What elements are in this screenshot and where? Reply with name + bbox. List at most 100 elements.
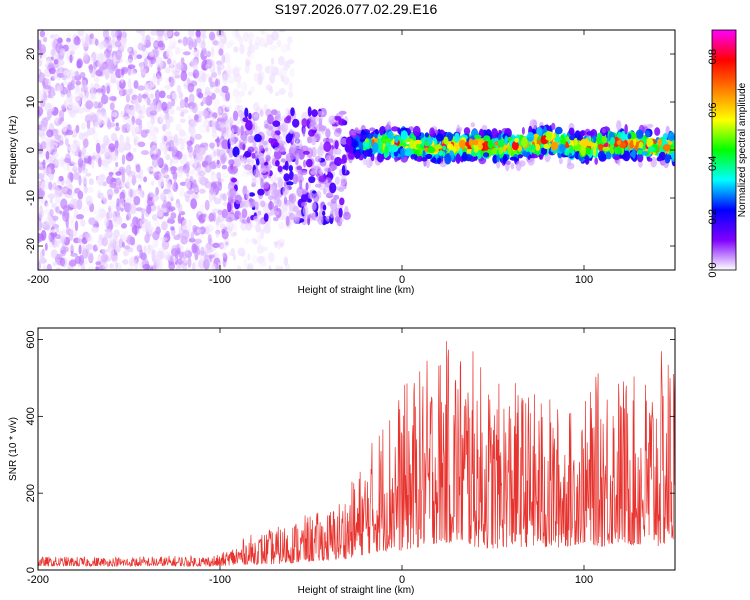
spectrogram-cell	[44, 31, 50, 36]
spectrogram-cell	[603, 143, 609, 148]
spectrogram-cell	[641, 151, 649, 156]
spectrogram-cell	[236, 118, 241, 125]
spectrogram-cell	[78, 134, 82, 140]
spectrogram-cell	[258, 152, 265, 163]
spectrogram-cell	[182, 36, 188, 47]
spectrogram-cell	[102, 261, 108, 270]
spectrogram-cell	[38, 56, 43, 67]
spectrogram-cell	[521, 126, 525, 135]
spectrogram-cell	[192, 149, 197, 160]
spectrogram-cell	[213, 99, 220, 110]
spectrogram-cell	[74, 255, 82, 264]
spectrogram-cell	[236, 265, 242, 270]
spectrogram-cell	[161, 101, 168, 111]
spectrogram-cell	[311, 166, 317, 171]
spectrogram-cell	[198, 170, 206, 177]
spectrogram-cell	[267, 114, 274, 125]
spectrogram-cell	[132, 124, 140, 133]
spectrogram-cell	[454, 132, 460, 143]
spectrogram-cell	[120, 75, 124, 83]
spectrogram-cell	[311, 202, 317, 211]
spectrogram-cell	[198, 76, 204, 83]
spectrogram-cell	[232, 88, 239, 97]
spectrogram-cell	[328, 115, 337, 125]
spectrogram-cell	[88, 178, 94, 186]
spectrogram-cell	[129, 106, 136, 117]
spectrogram-cell	[96, 53, 105, 63]
spectrogram-cell	[191, 192, 200, 200]
snr-panel: -200 -100 0 100 0 200 400 600 Height of straig…	[8, 327, 676, 596]
spectrogram-cell	[209, 142, 215, 149]
spectrogram-cell	[159, 76, 163, 82]
spectrogram-cell	[244, 164, 253, 171]
spectrogram-cell	[249, 86, 256, 93]
spectrogram-cell	[102, 112, 108, 119]
spectrogram-cell	[163, 84, 172, 90]
spectrogram-cell	[530, 144, 535, 151]
spectrogram-cell	[232, 254, 236, 261]
spectrogram-cell	[558, 157, 563, 165]
spectrogram-cell	[201, 47, 207, 55]
spectrogram-cell	[236, 79, 242, 89]
spectrogram-cell	[504, 135, 509, 146]
spectrogram-cell	[74, 143, 80, 150]
spectrogram-cell	[121, 30, 126, 39]
spectrogram-cell	[334, 156, 342, 167]
spectrogram-cell	[95, 261, 101, 266]
spectrogram-cell	[180, 118, 186, 123]
spectrogram-cell	[90, 82, 94, 94]
spectrogram-cell	[176, 169, 184, 178]
spectrogram-cell	[147, 58, 151, 69]
spectrogram-cell	[229, 187, 237, 199]
spectrogram-cell	[244, 150, 251, 158]
spectrogram-cell	[277, 179, 284, 189]
spectrogram-cell	[322, 204, 327, 211]
spectrogram-cell	[585, 147, 591, 156]
spectrogram-cell	[248, 112, 252, 120]
spectrogram-cell	[247, 253, 251, 261]
spectrogram-cell	[96, 175, 104, 186]
spectrogram-cell	[246, 216, 251, 224]
spectrogram-cell	[280, 75, 285, 82]
spectrogram-cell	[226, 104, 233, 110]
spectrogram-cell	[74, 187, 81, 194]
spectrogram-cell	[275, 160, 280, 167]
spectrogram-cell	[217, 77, 221, 87]
spectrogram-cell	[114, 139, 119, 150]
spectrogram-cell	[630, 151, 636, 158]
spectrogram-cell	[212, 242, 220, 248]
spectrogram-cell	[307, 216, 311, 226]
spectrogram-cell	[161, 221, 168, 231]
spectrogram-cell	[305, 182, 309, 191]
spectrogram-cell	[158, 176, 164, 188]
spectrogram-cell	[203, 119, 211, 128]
spectrogram-cell	[52, 249, 58, 258]
spectrogram-cell	[133, 80, 139, 89]
spectrogram-cell	[157, 101, 163, 112]
spectrogram-cell	[292, 118, 300, 128]
spectrogram-cell	[526, 136, 534, 142]
snr-x-tick-label: -200	[27, 574, 49, 586]
spectrogram-cell	[102, 181, 107, 187]
spectrogram-cell	[620, 130, 626, 142]
spectrogram-cell	[522, 150, 530, 157]
spectrogram-cell	[580, 130, 585, 137]
spectrogram-cell	[188, 93, 195, 105]
spectrogram-cell	[421, 157, 428, 162]
spectrogram-cell	[355, 149, 361, 159]
spectrogram-cell	[297, 175, 304, 183]
spectrogram-cell	[41, 197, 46, 204]
spectrogram-cell	[54, 187, 61, 198]
spectrogram-cell	[78, 149, 83, 158]
spectrogram-cell	[133, 94, 137, 100]
spectrogram-cell	[51, 229, 56, 234]
spectrogram-cell	[88, 217, 96, 226]
spectrogram-cell	[554, 126, 563, 135]
spectrogram-cell	[271, 30, 279, 41]
spectrogram-cell	[184, 96, 189, 103]
spectrogram-cell	[71, 75, 76, 86]
spectrogram-cell	[95, 142, 101, 154]
spectrogram-cell	[38, 144, 43, 155]
spectrogram-cell	[149, 51, 154, 58]
spectrogram-cell	[409, 140, 416, 149]
